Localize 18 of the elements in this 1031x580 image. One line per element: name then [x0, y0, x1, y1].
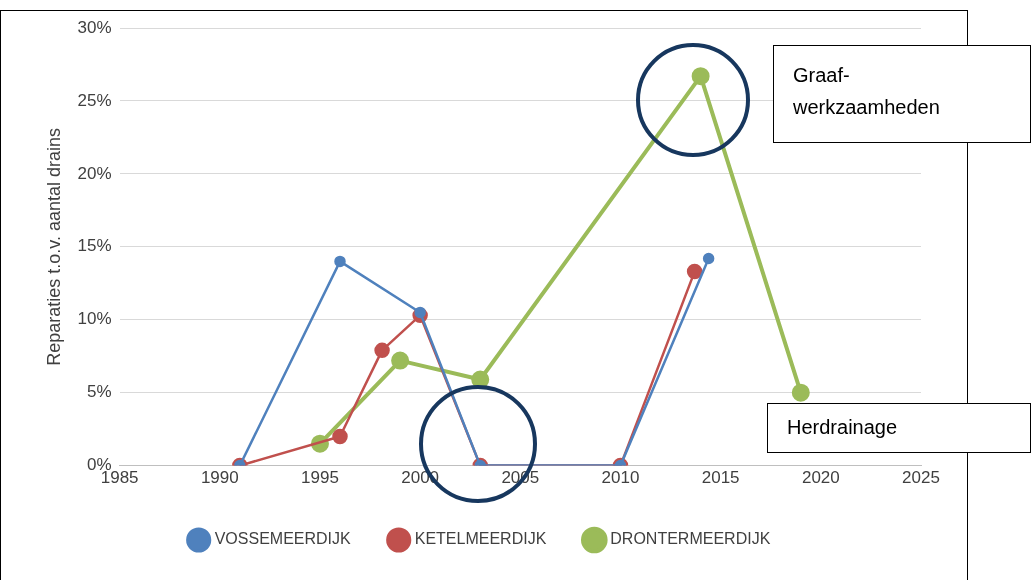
x-tick-label: 1995 [301, 468, 339, 488]
legend-label: DRONTERMEERDIJK [610, 530, 771, 548]
x-tick-label: 2015 [701, 468, 740, 488]
y-tick-label: 30% [77, 17, 112, 37]
x-tick-label: 2025 [902, 468, 940, 488]
y-axis-title: Reparaties t.o.v. aantal drains [43, 127, 64, 366]
y-tick-label: 5% [87, 382, 112, 402]
annotation: Graaf-werkzaamheden [793, 63, 941, 120]
y-tick-label: 25% [77, 90, 112, 110]
legend-label: VOSSEMEERDIJK [214, 530, 352, 548]
x-tick-label: 1990 [200, 468, 239, 488]
legend-label: KETELMEERDIJK [414, 530, 547, 548]
x-tick-label: 2020 [801, 468, 840, 488]
annotation: Herdrainage [787, 415, 899, 440]
y-tick-label: 10% [77, 309, 112, 329]
x-tick-label: 2010 [601, 468, 640, 488]
y-tick-label: 20% [77, 163, 112, 183]
y-tick-label: 15% [77, 236, 112, 256]
